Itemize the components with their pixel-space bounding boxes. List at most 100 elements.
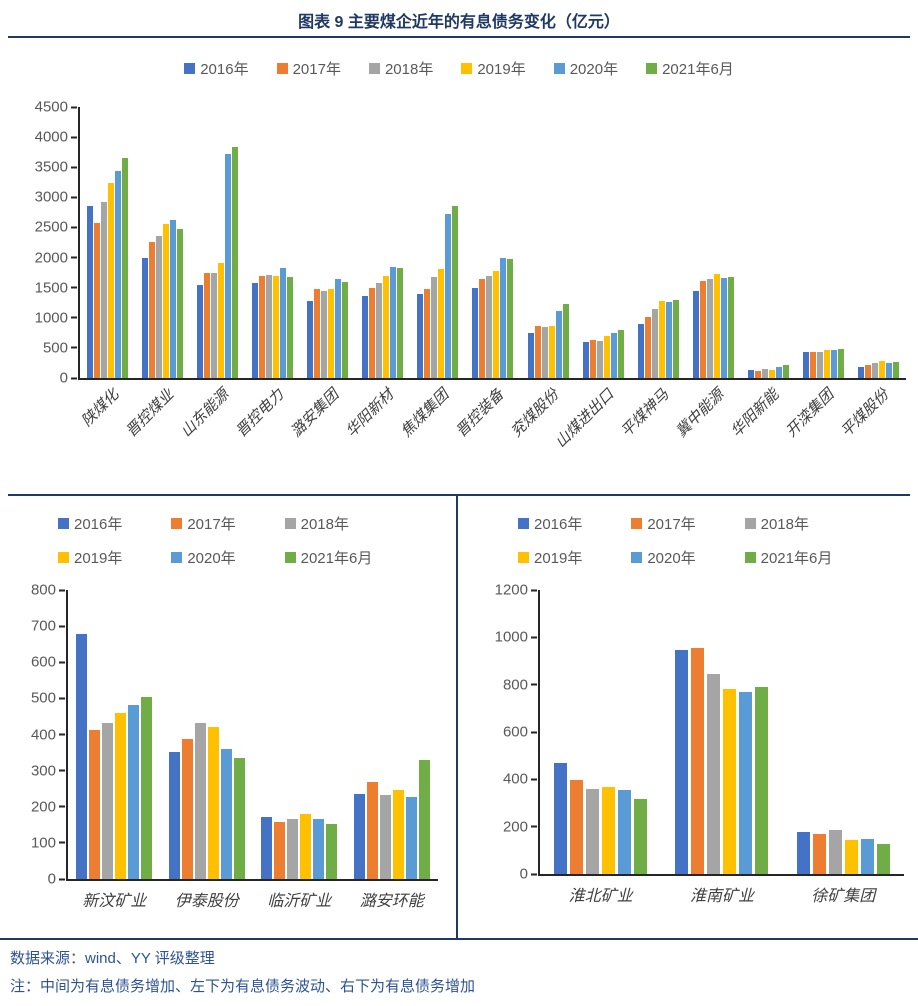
bar-晋控煤业-2019年 bbox=[163, 224, 170, 378]
x-category-label: 晋控电力 bbox=[233, 386, 287, 441]
bar-山煤进出口-2018年 bbox=[596, 341, 603, 378]
bar-徐矿集团-2019年 bbox=[844, 840, 858, 874]
y-tick-label: 600 bbox=[30, 653, 56, 671]
bar-陕煤化-2018年 bbox=[101, 202, 108, 378]
bar-冀中能源-2021年6月 bbox=[727, 277, 734, 378]
bar-新汶矿业-2016年 bbox=[76, 634, 88, 879]
legend-swatch bbox=[276, 63, 288, 74]
x-category-label: 焦煤集团 bbox=[398, 386, 453, 441]
bar-伊泰股份-2019年 bbox=[207, 727, 219, 879]
bar-潞安集团-2021年6月 bbox=[342, 282, 349, 378]
bar-山东能源-2018年 bbox=[211, 273, 218, 378]
legend-item: 2020年 bbox=[631, 547, 744, 568]
bar-陕煤化-2019年 bbox=[108, 183, 115, 378]
x-category-label: 开滦集团 bbox=[783, 386, 838, 441]
legend-item: 2020年 bbox=[553, 58, 619, 79]
legend-item: 2019年 bbox=[58, 547, 171, 568]
legend-label: 2016年 bbox=[74, 516, 123, 533]
bar-开滦集团-2017年 bbox=[809, 352, 816, 378]
x-category-label: 冀中能源 bbox=[673, 386, 728, 441]
bar-徐矿集团-2016年 bbox=[796, 832, 810, 874]
bar-兖煤股份-2019年 bbox=[548, 326, 555, 378]
legend-item: 2021年6月 bbox=[744, 547, 858, 568]
legend-item: 2016年 bbox=[58, 513, 171, 534]
y-axis: 0 200 400 600 800 1000 1200 bbox=[474, 583, 538, 882]
bar-开滦集团-2020年 bbox=[830, 350, 837, 378]
legend-label: 2021年6月 bbox=[760, 550, 833, 567]
legend-item: 2018年 bbox=[284, 513, 398, 534]
bar-淮北矿业-2020年 bbox=[618, 790, 632, 874]
bar-晋控煤业-2018年 bbox=[156, 236, 163, 378]
bar-潞安集团-2018年 bbox=[321, 291, 328, 378]
bar-兖煤股份-2018年 bbox=[541, 327, 548, 378]
bar-group: 潞安集团 bbox=[288, 107, 355, 441]
y-tick-label: 1000 bbox=[494, 628, 528, 646]
y-tick-label: 0 bbox=[47, 870, 56, 888]
chart-body: 0 200 400 600 800 1000 1200 淮北矿业 淮南矿业 徐矿集团 bbox=[458, 583, 918, 905]
bar-华阳新能-2017年 bbox=[754, 371, 761, 378]
x-category-label: 临沂矿业 bbox=[267, 893, 332, 910]
bar-淮北矿业-2016年 bbox=[554, 763, 568, 874]
bar-晋控电力-2018年 bbox=[266, 275, 273, 378]
y-tick-label: 0 bbox=[59, 369, 68, 387]
bar-晋控装备-2016年 bbox=[472, 288, 479, 378]
legend-swatch bbox=[58, 518, 69, 529]
bar-晋控煤业-2017年 bbox=[149, 242, 156, 378]
y-tick-label: 100 bbox=[30, 834, 56, 852]
bar-平煤股份-2016年 bbox=[857, 367, 864, 378]
legend-swatch bbox=[184, 63, 196, 74]
bar-晋控电力-2021年6月 bbox=[287, 277, 294, 378]
bar-平煤神马-2016年 bbox=[637, 324, 644, 378]
legend-label: 2020年 bbox=[569, 61, 619, 78]
bar-临沂矿业-2018年 bbox=[287, 819, 299, 879]
bar-group: 山东能源 bbox=[178, 107, 245, 441]
bar-晋控装备-2019年 bbox=[493, 271, 500, 378]
legend-label: 2020年 bbox=[647, 550, 696, 567]
y-tick-label: 200 bbox=[30, 798, 56, 816]
bar-华阳新材-2021年6月 bbox=[397, 268, 404, 378]
legend-swatch bbox=[518, 518, 529, 529]
legend-label: 2018年 bbox=[384, 61, 434, 78]
bar-焦煤集团-2018年 bbox=[431, 277, 438, 378]
bar-山东能源-2019年 bbox=[218, 263, 225, 378]
bar-山东能源-2017年 bbox=[204, 273, 211, 378]
bar-潞安环能-2019年 bbox=[392, 790, 404, 879]
bar-group: 晋控装备 bbox=[453, 107, 520, 441]
legend-label: 2016年 bbox=[200, 61, 249, 78]
legend-label: 2021年6月 bbox=[300, 550, 373, 567]
bar-兖煤股份-2016年 bbox=[527, 333, 534, 378]
legend-swatch bbox=[58, 552, 69, 563]
plot-area: 淮北矿业 淮南矿业 徐矿集团 bbox=[538, 590, 904, 905]
bar-group: 晋控电力 bbox=[233, 107, 300, 441]
bar-group: 开滦集团 bbox=[784, 107, 851, 441]
legend-swatch bbox=[744, 518, 756, 529]
legend-item: 2017年 bbox=[276, 58, 341, 79]
bar-晋控装备-2017年 bbox=[479, 279, 486, 378]
legend-label: 2017年 bbox=[187, 516, 236, 533]
bar-新汶矿业-2021年6月 bbox=[141, 697, 153, 879]
chart-bottom-left-debt-fluctuation: 2016年 2017年 2018年 2019年 2020年 2021年6月 0 100 200… bbox=[0, 497, 456, 937]
bar-山东能源-2020年 bbox=[225, 154, 232, 378]
legend-item: 2018年 bbox=[368, 58, 434, 79]
bar-平煤神马-2017年 bbox=[644, 317, 651, 378]
bar-潞安环能-2017年 bbox=[366, 782, 378, 879]
bar-潞安集团-2017年 bbox=[314, 289, 321, 378]
legend-label: 2019年 bbox=[534, 550, 583, 567]
bar-兖煤股份-2020年 bbox=[555, 311, 562, 378]
x-category-label: 平煤股份 bbox=[838, 386, 893, 441]
y-tick-label: 300 bbox=[30, 762, 56, 780]
x-category-label: 淮北矿业 bbox=[568, 888, 633, 905]
x-category-label: 华阳新能 bbox=[728, 386, 783, 441]
bar-焦煤集团-2021年6月 bbox=[452, 206, 459, 378]
bar-平煤神马-2020年 bbox=[665, 302, 672, 378]
legend-item: 2019年 bbox=[461, 58, 526, 79]
legend-swatch bbox=[368, 63, 380, 74]
legend-item: 2020年 bbox=[171, 547, 284, 568]
bar-华阳新能-2020年 bbox=[775, 367, 782, 378]
bar-潞安集团-2016年 bbox=[307, 301, 314, 378]
bar-徐矿集团-2021年6月 bbox=[876, 844, 890, 874]
bar-平煤神马-2018年 bbox=[651, 309, 658, 378]
bar-group: 兖煤股份 bbox=[508, 107, 576, 441]
footer-note-text: 注：中间为有息债务增加、左下为有息债务波动、右下为有息债务增加 bbox=[10, 978, 476, 995]
